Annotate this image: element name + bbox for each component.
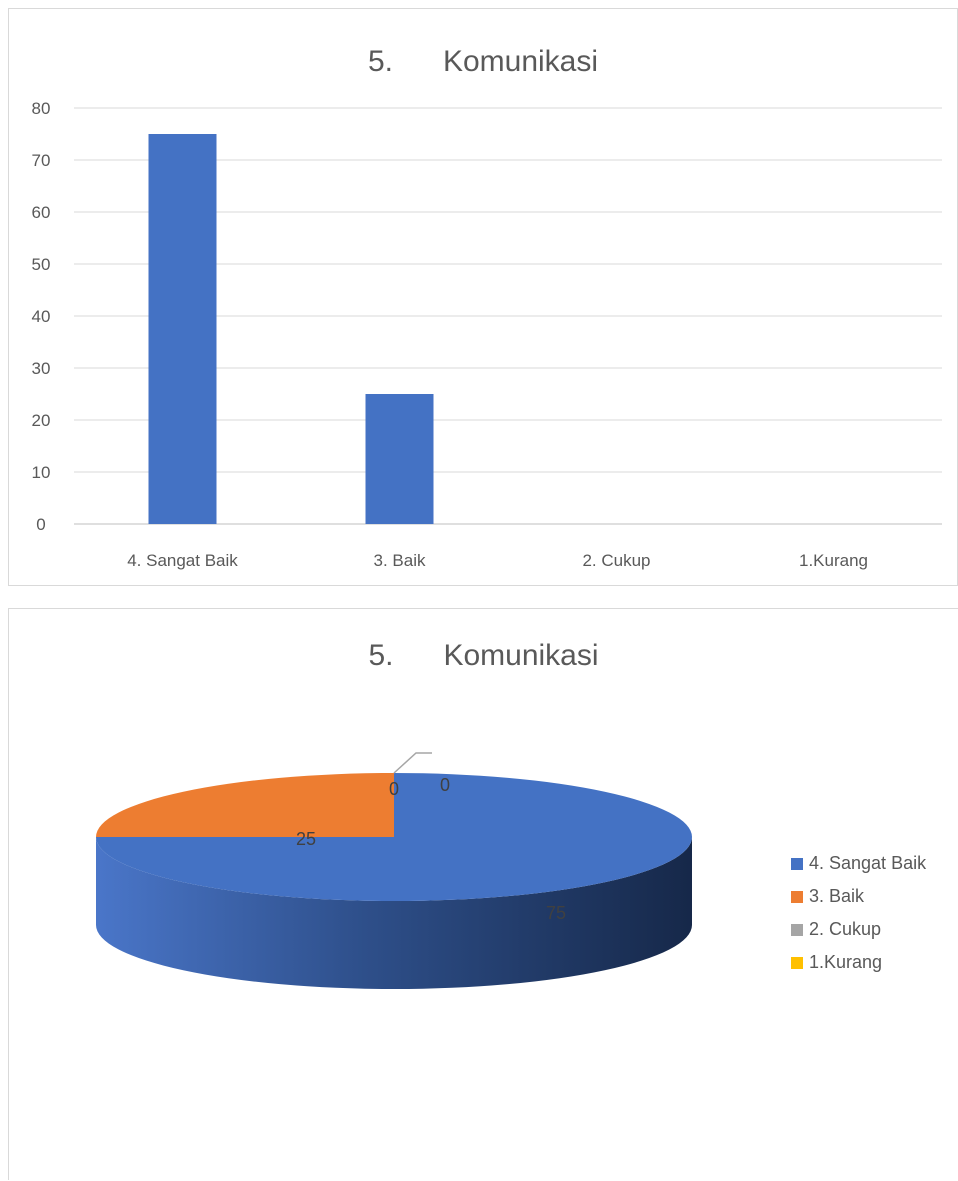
legend-item: 2. Cukup (791, 913, 926, 946)
y-tick-label: 80 (32, 99, 51, 118)
y-tick-label: 50 (32, 255, 51, 274)
y-tick-label: 10 (32, 463, 51, 482)
y-tick-label: 30 (32, 359, 51, 378)
legend-item: 3. Baik (791, 880, 926, 913)
x-tick-label: 4. Sangat Baik (127, 551, 238, 570)
pie-chart-svg: 75 25 0 0 (96, 752, 692, 989)
bar-chart-panel: 5. Komunikasi 0 10 20 30 40 50 60 70 80 4. Sangat… (8, 8, 958, 586)
pie-data-label: 75 (546, 903, 566, 923)
pie-chart-title: 5. Komunikasi (368, 639, 599, 672)
pie-chart-panel: 5. Komunikasi 75 25 0 0 4. Sangat Baik 3. B… (8, 608, 958, 1180)
y-tick-label: 0 (36, 515, 45, 534)
bar-chart-title: 5. Komunikasi (367, 45, 599, 78)
bar-chart-svg: 0 10 20 30 40 50 60 70 80 4. Sangat Baik 3. Baik 2.… (32, 99, 942, 570)
y-tick-label: 20 (32, 411, 51, 430)
legend-label: 1.Kurang (809, 952, 883, 972)
x-tick-label: 2. Cukup (582, 551, 650, 570)
bar (365, 394, 434, 524)
x-tick-label: 1.Kurang (799, 551, 868, 570)
y-tick-label: 40 (32, 307, 51, 326)
legend-label: 4. Sangat Baik (809, 853, 927, 873)
bar (148, 134, 217, 524)
pie-data-label: 0 (440, 775, 450, 795)
y-tick-label: 70 (32, 151, 51, 170)
legend-swatch (791, 956, 803, 969)
y-tick-label: 60 (32, 203, 51, 222)
pie-side-wall (96, 837, 692, 989)
leader-line (393, 752, 432, 774)
x-tick-label: 3. Baik (374, 551, 426, 570)
pie-data-label: 25 (296, 829, 316, 849)
pie-data-label: 0 (389, 779, 399, 799)
legend-swatch (791, 890, 803, 903)
pie-legend: 4. Sangat Baik 3. Baik 2. Cukup 1.Kurang (791, 847, 926, 979)
pie-slice (96, 773, 394, 837)
legend-label: 3. Baik (809, 886, 865, 906)
legend-swatch (791, 857, 803, 870)
legend-item: 4. Sangat Baik (791, 847, 926, 880)
legend-item: 1.Kurang (791, 946, 926, 979)
legend-swatch (791, 923, 803, 936)
legend-label: 2. Cukup (809, 919, 882, 939)
